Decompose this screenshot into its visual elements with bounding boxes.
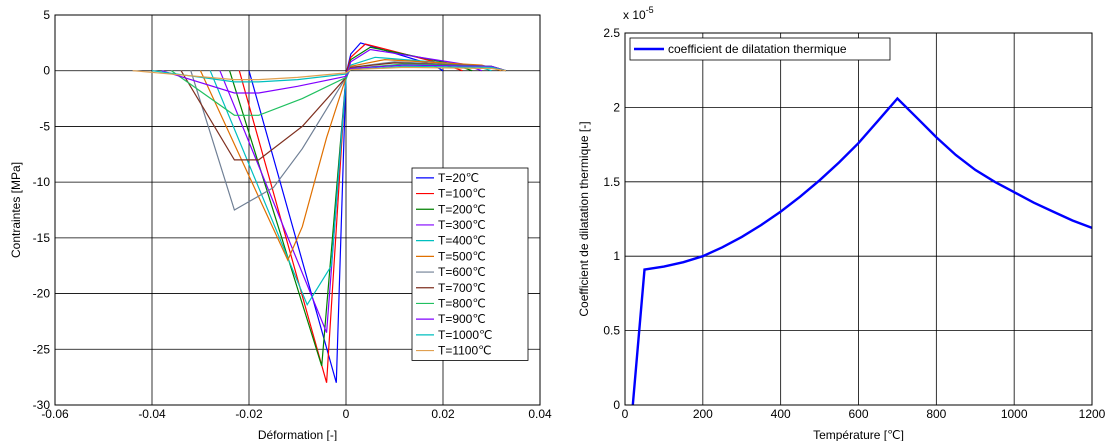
dilatation-x-axis-label: Température [℃]	[813, 428, 904, 441]
x-tick-label: -0.06	[41, 407, 69, 421]
legend-box	[629, 37, 891, 61]
y-tick-label: -20	[33, 287, 51, 301]
dilatation-legend: coefficient de dilatation thermique	[629, 37, 891, 61]
series-line-9	[161, 64, 507, 94]
legend-entry: T=20℃	[438, 171, 479, 185]
y-tick-label: 5	[43, 8, 50, 22]
y-tick-label: 2.5	[603, 26, 620, 40]
x-tick-label: 600	[848, 407, 868, 421]
x-tick-label: 200	[693, 407, 713, 421]
y-tick-label: 1	[613, 249, 620, 263]
series-line-0	[631, 96, 1093, 406]
dilatation-grid	[625, 33, 1092, 405]
x-tick-label: 0	[343, 407, 350, 421]
y-tick-label: -25	[33, 342, 51, 356]
legend-box	[411, 167, 529, 361]
series-line-11	[132, 66, 507, 81]
legend-entry: coefficient de dilatation thermique	[668, 42, 847, 56]
x-tick-label: 0.04	[528, 407, 552, 421]
legend-entry: T=300℃	[438, 218, 486, 232]
x-tick-label: 0	[622, 407, 629, 421]
x-tick-label: -0.02	[235, 407, 263, 421]
stress-strain-chart: -0.06 -0.04 -0.02 0 0.02 0.04 5 0 -5 -10 -15 -20 -25…	[9, 8, 552, 441]
y-tick-label: 0	[43, 64, 50, 78]
y-tick-label: -5	[39, 119, 50, 133]
y-tick-label: 1.5	[603, 175, 620, 189]
x-tick-label: -0.04	[138, 407, 166, 421]
legend-entry: T=900℃	[438, 312, 486, 326]
y-tick-label: -15	[33, 231, 51, 245]
x-tick-label: 800	[926, 407, 946, 421]
y-multiplier-exponent: -5	[646, 5, 654, 15]
y-tick-label: 0.5	[603, 324, 620, 338]
x-tick-label: 0.02	[431, 407, 455, 421]
legend-entry: T=1000℃	[438, 328, 493, 342]
legend-entry: T=700℃	[438, 281, 486, 295]
stress-strain-plot-frame	[54, 14, 541, 406]
stress-strain-y-axis-label: Contraintes [MPa]	[9, 162, 23, 258]
y-tick-label: 2	[613, 100, 620, 114]
dilatation-ticks: 0 200 400 600 800 1000 1200 0 0.5 1 1.5 2 2.5	[603, 26, 1105, 421]
x-tick-label: 1000	[1001, 407, 1028, 421]
stress-strain-ticks: -0.06 -0.04 -0.02 0 0.02 0.04 5 0 -5 -10 -15 -20 -25…	[33, 8, 552, 421]
dilatation-y-multiplier: x 10-5	[623, 5, 654, 22]
y-tick-label: -30	[33, 398, 51, 412]
series-line-10	[151, 65, 507, 83]
legend-entry: T=200℃	[438, 202, 486, 216]
dilatation-chart: 0 200 400 600 800 1000 1200 0 0.5 1 1.5 2 2.5 Tempér…	[577, 5, 1106, 441]
legend-entry: T=400℃	[438, 234, 486, 248]
stress-strain-legend: T=20℃ T=100℃T=200℃ T=300℃ T=400℃T=500℃ T=600…	[411, 167, 529, 361]
x-tick-label: 1200	[1079, 407, 1106, 421]
legend-entry: T=800℃	[438, 296, 486, 310]
legend-entry: T=1100℃	[438, 344, 492, 358]
dilatation-y-axis-label: Coefficient de dilatation thermique [-]	[577, 121, 591, 316]
stress-strain-series	[132, 42, 507, 383]
legend-entry: T=600℃	[438, 265, 486, 279]
dilatation-plot-frame	[624, 32, 1093, 406]
y-tick-label: 0	[613, 398, 620, 412]
legend-entry: T=500℃	[438, 249, 486, 263]
dilatation-series	[631, 96, 1093, 406]
y-multiplier-base: x 10	[623, 8, 646, 22]
stress-strain-x-axis-label: Déformation [-]	[258, 428, 337, 441]
legend-entry: T=100℃	[438, 187, 486, 201]
x-tick-label: 400	[771, 407, 791, 421]
y-tick-label: -10	[33, 175, 51, 189]
